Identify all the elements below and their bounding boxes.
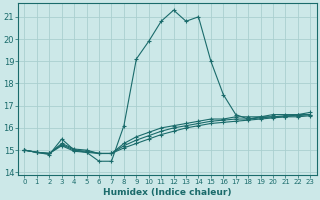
X-axis label: Humidex (Indice chaleur): Humidex (Indice chaleur): [103, 188, 232, 197]
